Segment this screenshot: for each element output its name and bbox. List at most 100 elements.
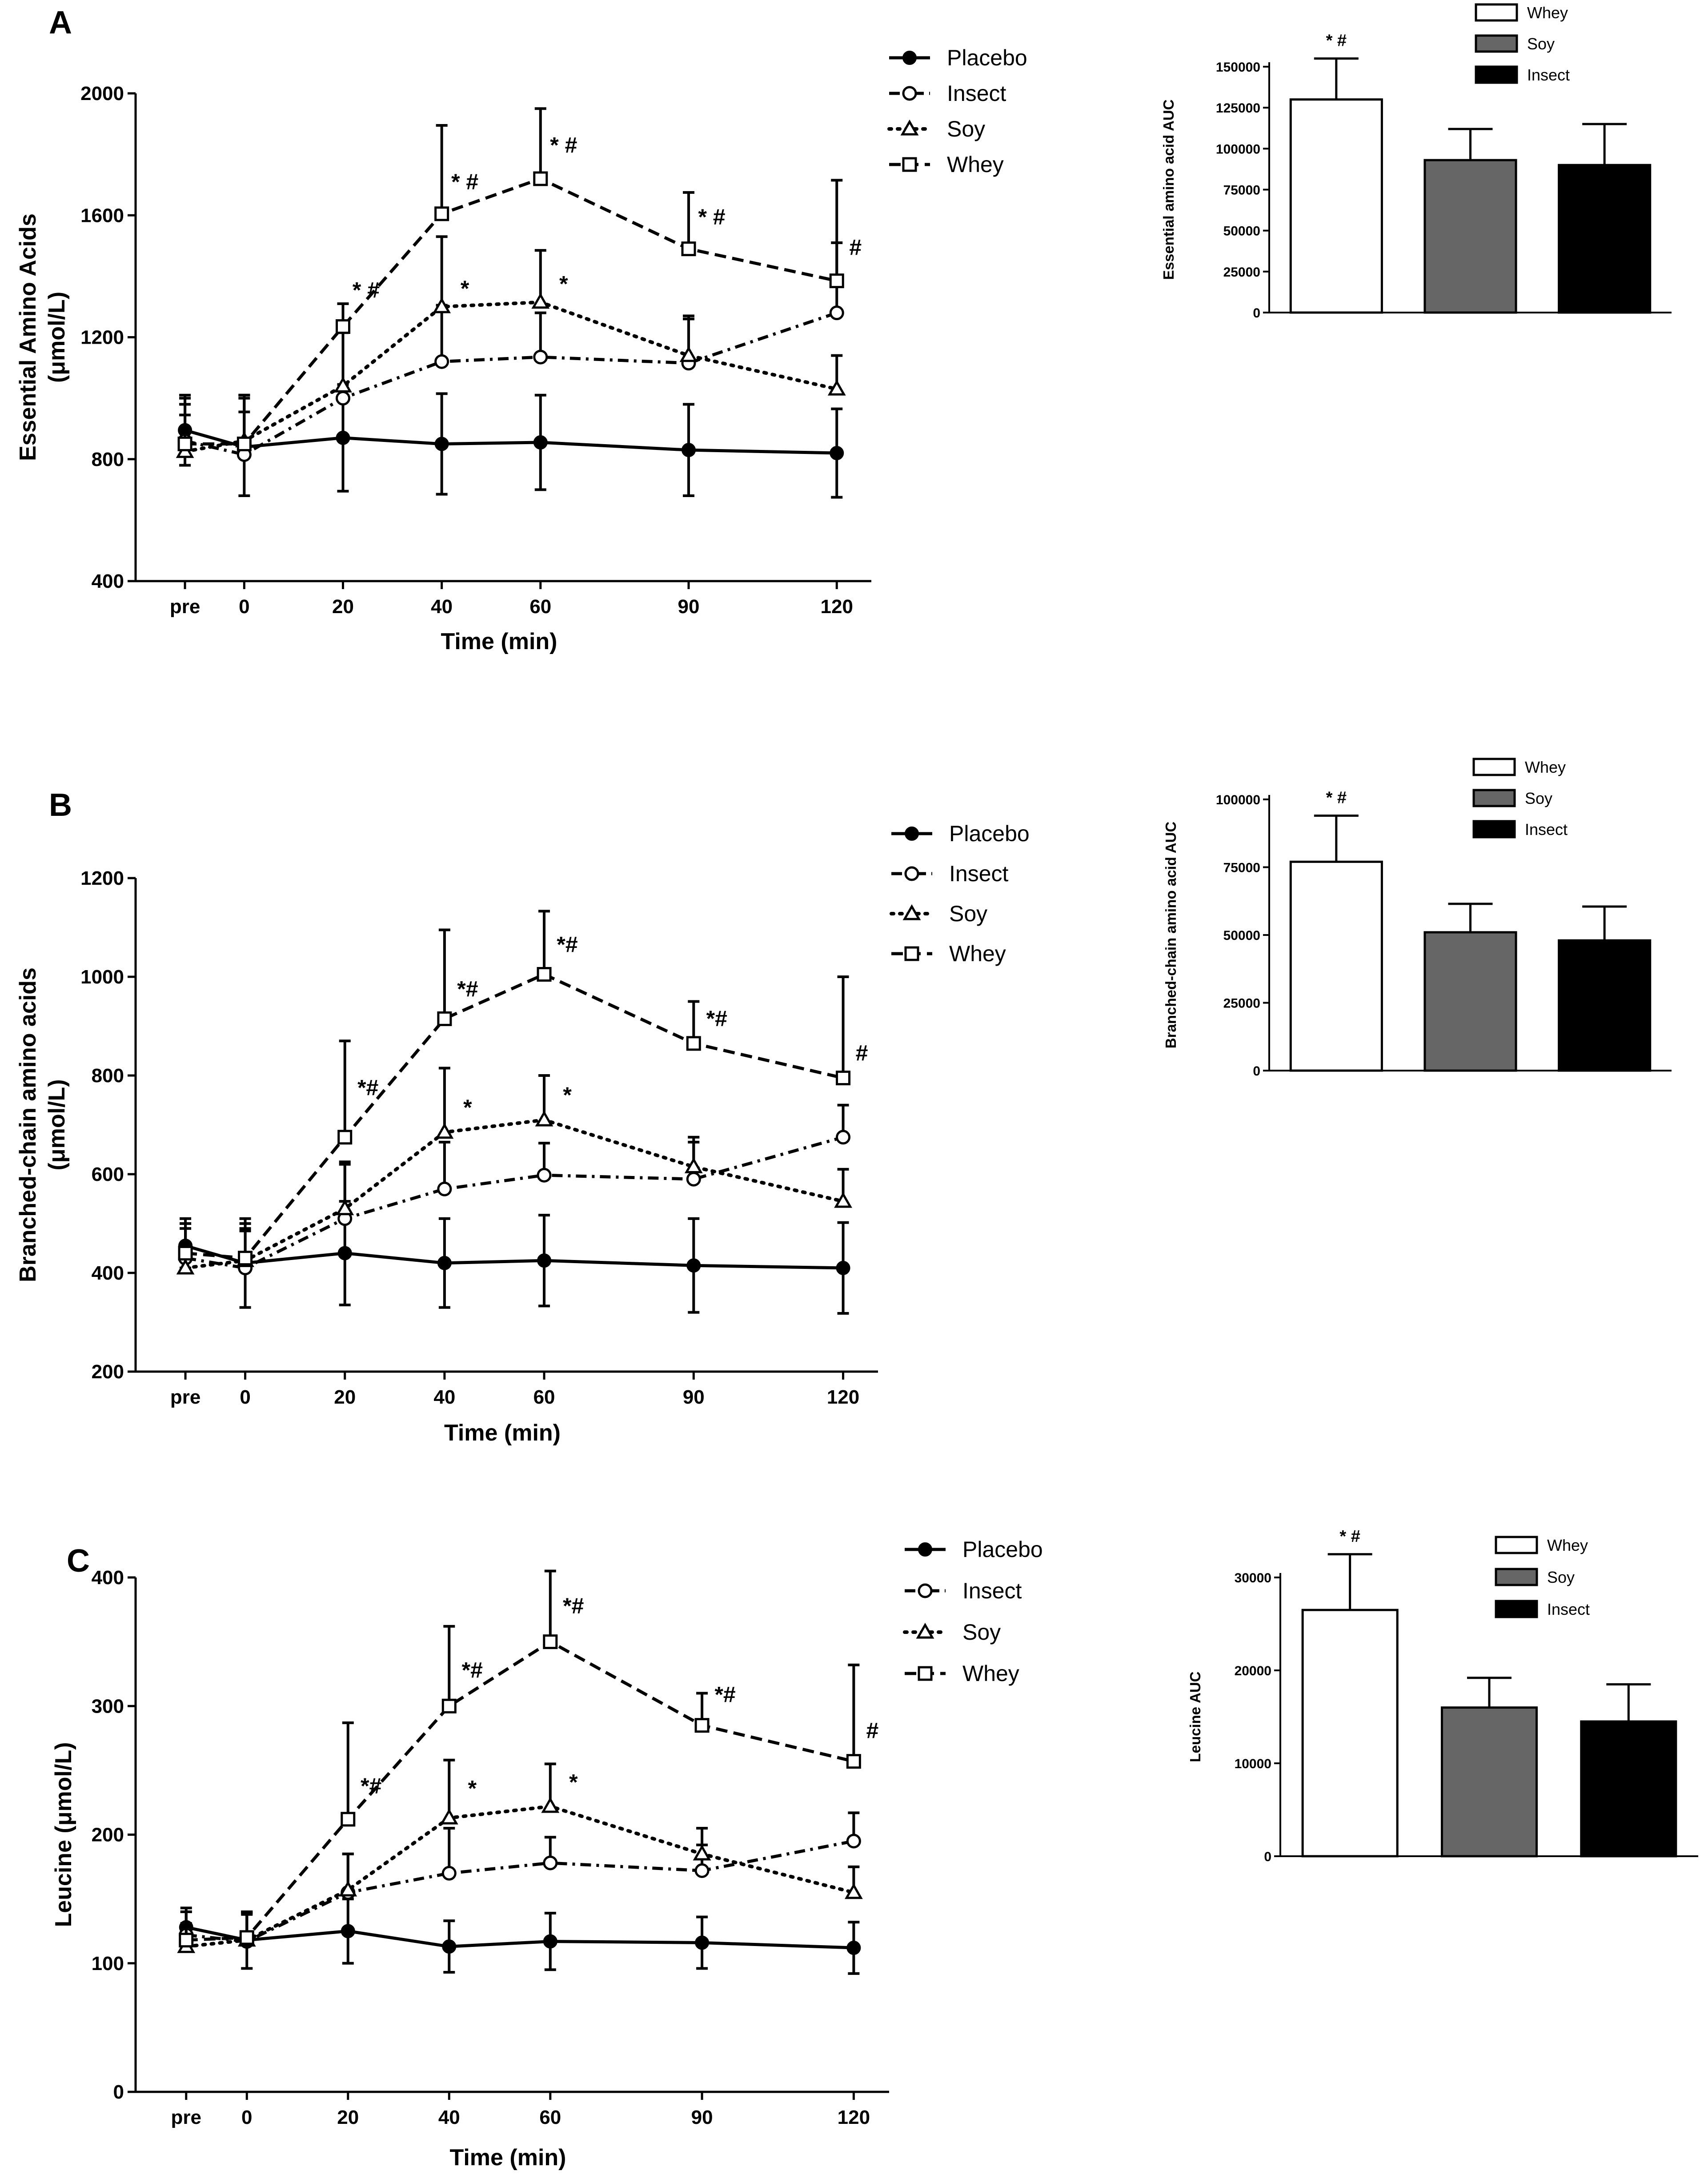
legend-swatch-insect: [1472, 820, 1516, 839]
legend-label-whey: Whey: [949, 941, 1006, 966]
x-tick-label: 0: [240, 1386, 250, 1408]
data-point-placebo: [543, 1934, 557, 1949]
data-point-insect: [533, 349, 548, 365]
bar-soy: [1423, 159, 1517, 314]
series-line-placebo: [186, 1926, 854, 1950]
significance-label: *#: [706, 1006, 727, 1031]
x-tick-label: 90: [678, 596, 700, 618]
data-point-whey: [681, 241, 696, 257]
data-point-whey: [239, 1930, 254, 1945]
x-tick-label: 60: [539, 2107, 561, 2128]
x-tick-label: 0: [241, 2107, 252, 2128]
legend-marker-soy: [902, 904, 921, 920]
data-point-placebo: [533, 435, 548, 450]
y-tick-label: 400: [92, 570, 124, 592]
y-tick-label: 100: [92, 1953, 124, 1974]
significance-label: *#: [462, 1658, 483, 1683]
series-insect: [177, 241, 844, 462]
data-point-soy: [679, 346, 698, 362]
significance-label: *: [461, 276, 469, 301]
x-tick-label: 60: [529, 596, 551, 618]
data-point-whey: [829, 273, 844, 289]
data-point-placebo: [437, 1256, 452, 1270]
data-point-soy: [541, 1797, 560, 1813]
significance-label: *#: [714, 1682, 735, 1707]
x-tick-label: 20: [337, 2107, 359, 2128]
significance-label: *: [563, 1083, 572, 1108]
data-point-placebo: [341, 1924, 355, 1938]
significance-label: * #: [1326, 32, 1347, 50]
x-tick-label: 40: [433, 1386, 455, 1408]
data-point-whey: [179, 1933, 194, 1948]
y-axis-title: Leucine AUC: [1187, 1671, 1203, 1762]
legend-swatch-soy: [1475, 34, 1518, 53]
legend-marker-placebo: [905, 827, 919, 841]
y-tick-label: 50000: [1223, 224, 1260, 239]
y-tick-label: 1000: [80, 966, 124, 988]
series-soy: [176, 235, 846, 458]
data-point-soy: [693, 1844, 711, 1861]
legend-label-whey: Whey: [1527, 4, 1568, 22]
legend-label-insect: Insect: [947, 81, 1006, 106]
data-point-placebo: [846, 1941, 861, 1955]
y-tick-label: 0: [1253, 306, 1260, 321]
significance-label: *#: [457, 976, 478, 1001]
legend-label-insect: Insect: [1527, 66, 1570, 84]
y-tick-label: 125000: [1216, 101, 1260, 116]
data-point-soy: [433, 297, 451, 313]
significance-label: * #: [353, 277, 380, 302]
x-tick-label: 120: [821, 596, 853, 618]
significance-label: *#: [361, 1774, 381, 1798]
x-tick-label: 40: [431, 596, 453, 618]
data-point-whey: [434, 206, 449, 221]
series-line-insect: [185, 1136, 844, 1270]
panel-b-line-chart: B 200 400 600 800 1000 1200 pre 0 20 40 60 90 120 Time…: [15, 787, 1030, 1446]
y-tick-label: 25000: [1223, 996, 1260, 1011]
data-point-whey: [694, 1718, 710, 1733]
data-point-insect: [537, 1168, 552, 1183]
legend-label-insect: Insect: [1525, 820, 1568, 839]
data-point-placebo: [836, 1260, 850, 1275]
legend-label-placebo: Placebo: [949, 821, 1030, 846]
data-point-whey: [533, 171, 548, 186]
data-point-placebo: [686, 1258, 701, 1273]
legend-marker-insect: [918, 1583, 933, 1598]
y-tick-label: 20000: [1235, 1664, 1271, 1678]
y-tick-label: 1200: [80, 327, 124, 349]
series-line-whey: [186, 1640, 854, 1942]
data-point-whey: [686, 1036, 701, 1051]
panel-c-line-chart: C 0 100 200 300 400 pre 0 20 40 60 90 120 Time (min) L…: [51, 1537, 1043, 2171]
data-point-placebo: [537, 1253, 552, 1268]
legend-label-soy: Soy: [1547, 1568, 1575, 1586]
series-line-soy: [183, 300, 839, 453]
y-tick-label: 200: [92, 1824, 124, 1846]
significance-label: *#: [557, 932, 577, 957]
data-point-insect: [543, 1855, 558, 1870]
data-point-soy: [684, 1157, 703, 1173]
x-tick-label: 120: [827, 1386, 859, 1408]
series-line-soy: [184, 1118, 845, 1270]
significance-label: * #: [451, 169, 478, 194]
y-tick-label: 400: [92, 1262, 124, 1284]
legend-label-placebo: Placebo: [947, 45, 1027, 70]
y-tick-label: 1200: [80, 867, 124, 889]
legend-marker-placebo: [918, 1542, 932, 1557]
data-point-placebo: [682, 443, 696, 457]
legend-marker-insect: [902, 86, 917, 101]
significance-label: * #: [550, 133, 577, 158]
x-tick-label: 0: [239, 596, 249, 618]
data-point-soy: [844, 1883, 863, 1899]
data-point-insect: [846, 1834, 861, 1849]
significance-label: #: [866, 1718, 878, 1743]
data-point-whey: [437, 1011, 452, 1026]
panel-letter: C: [67, 1543, 90, 1579]
data-point-placebo: [442, 1939, 457, 1954]
bar-insect: [1558, 939, 1652, 1072]
y-axis-title: Branched-chain amino acids: [15, 967, 41, 1282]
y-tick-label: 0: [1264, 1850, 1271, 1864]
data-point-soy: [440, 1808, 458, 1825]
legend-label-insect: Insect: [949, 861, 1009, 886]
data-point-whey: [238, 1251, 253, 1266]
data-point-whey: [336, 319, 351, 334]
panel-b-bar-chart: 0 25000 50000 75000 100000 Branched-chain ami…: [1163, 758, 1672, 1079]
